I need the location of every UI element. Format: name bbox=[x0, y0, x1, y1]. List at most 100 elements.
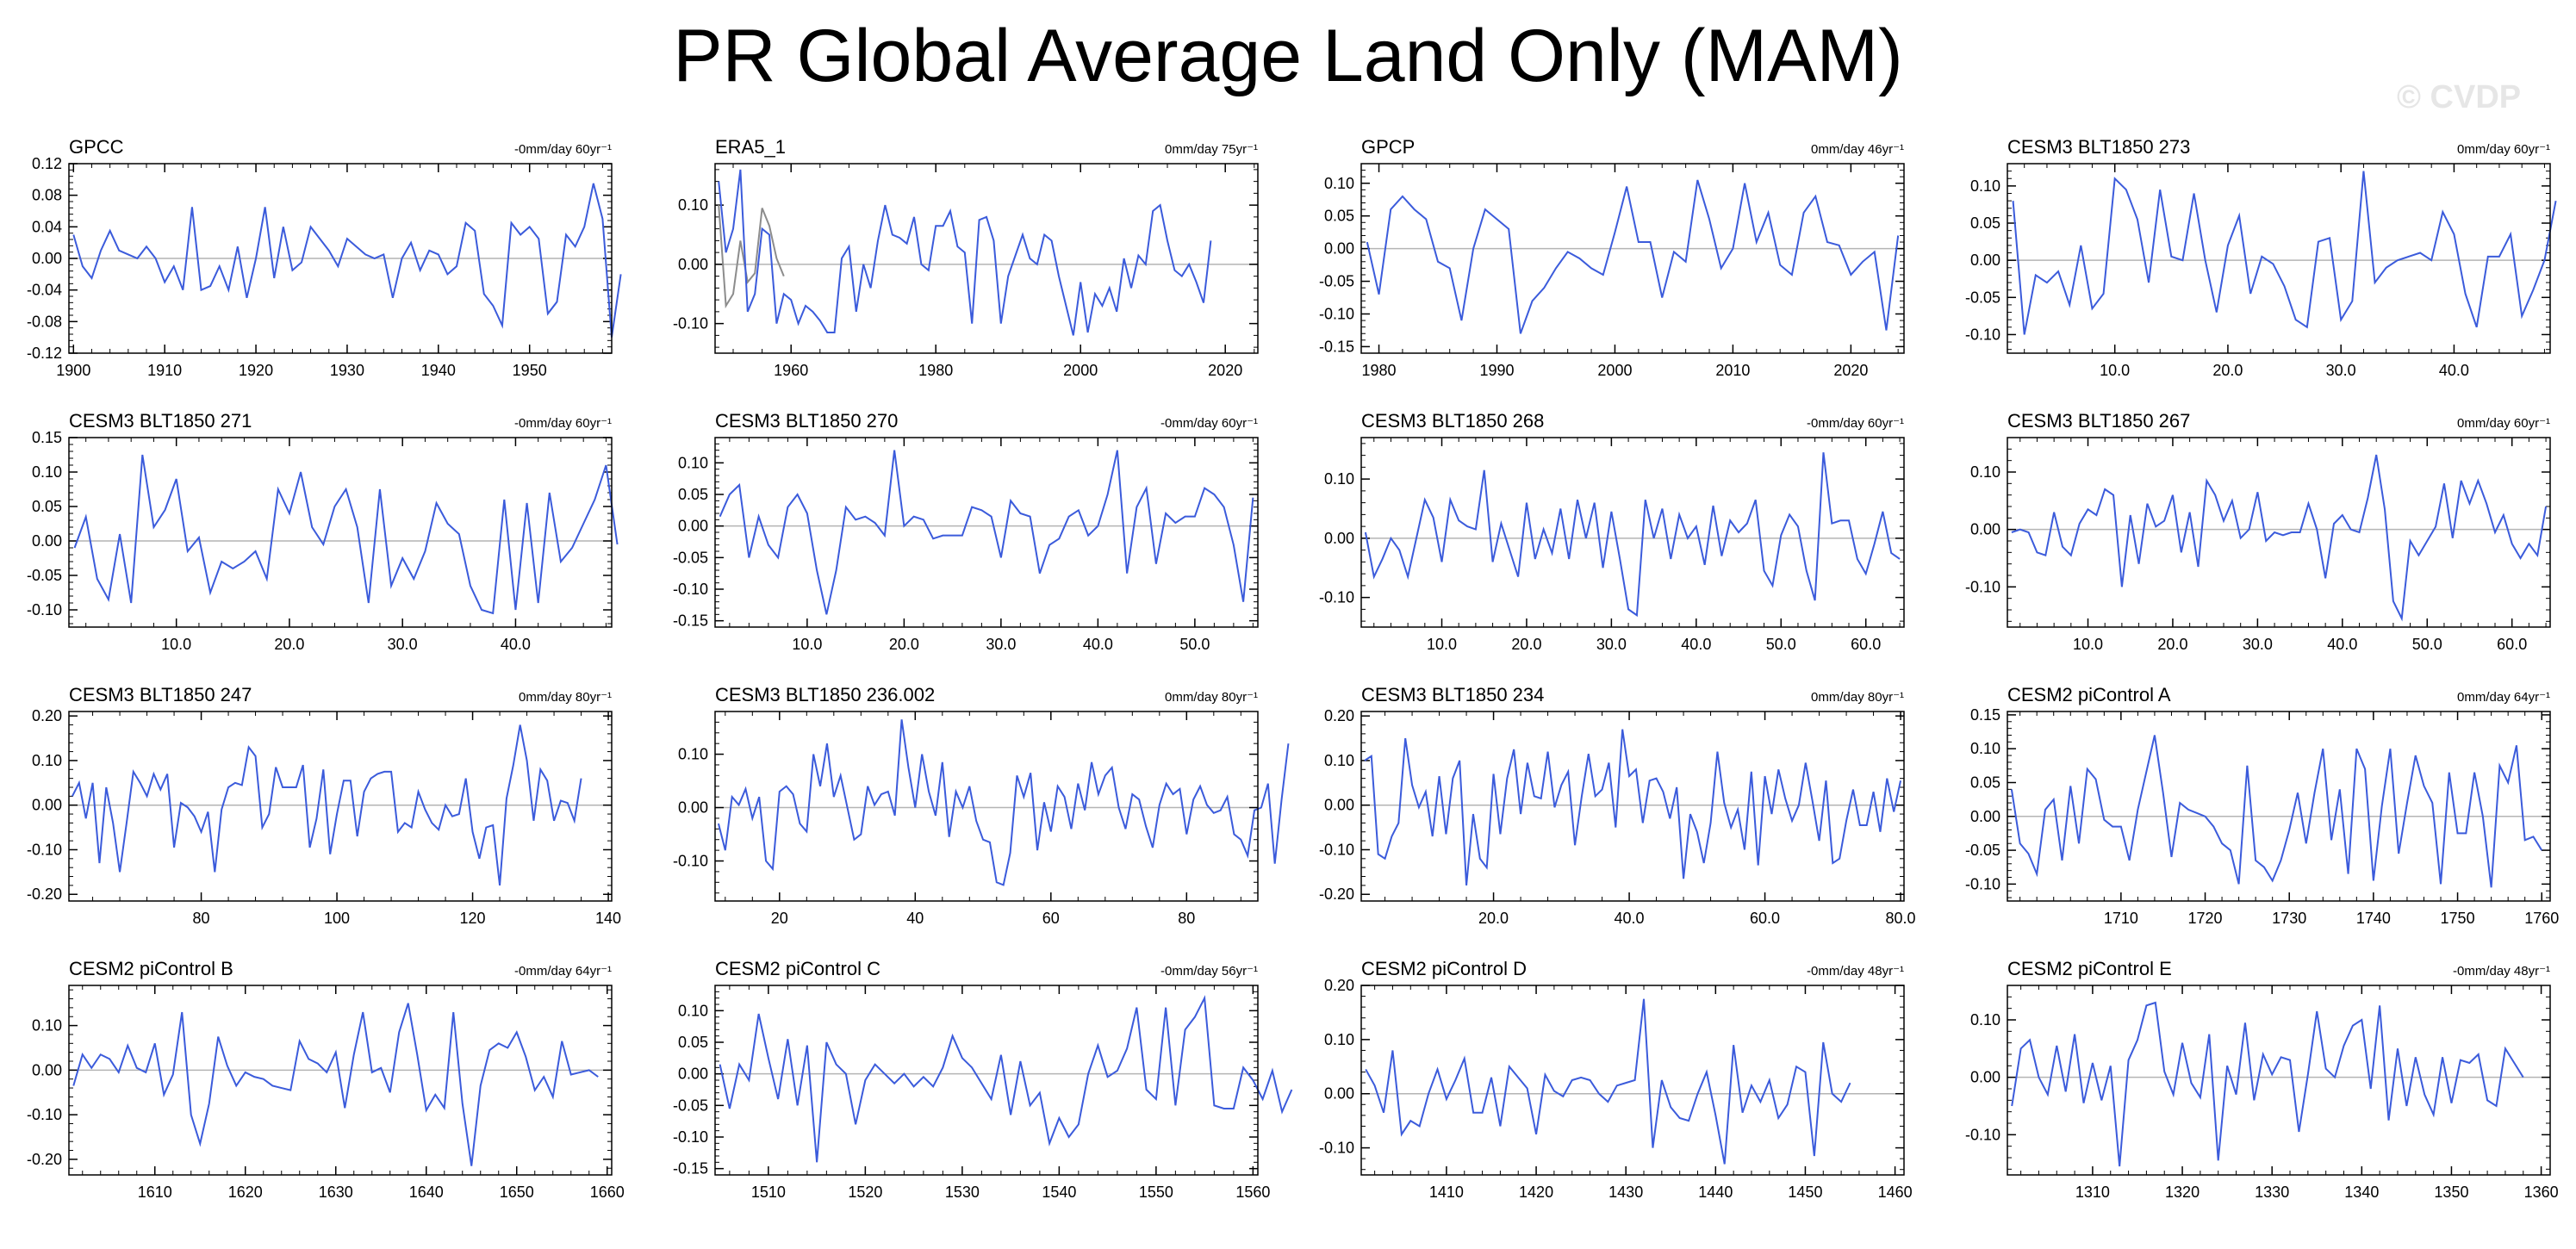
x-tick-label: 30.0 bbox=[388, 636, 418, 653]
x-tick-label: 50.0 bbox=[1179, 636, 1210, 653]
y-tick-label: -0.10 bbox=[1319, 305, 1354, 322]
timeseries-panel: CESM2 piControl B -0mm/day 64yr⁻¹ 0.10 0.00… bbox=[27, 958, 625, 1201]
x-tick-label: 1990 bbox=[1479, 362, 1514, 379]
panel-title: CESM3 BLT1850 273 bbox=[2007, 136, 2190, 158]
series-line bbox=[1366, 179, 1900, 334]
x-tick-label: 10.0 bbox=[2073, 636, 2103, 653]
y-tick-label: 0.05 bbox=[678, 486, 708, 503]
x-tick-label: 20.0 bbox=[1511, 636, 1541, 653]
y-tick-label: -0.10 bbox=[27, 601, 62, 618]
x-tick-label: 30.0 bbox=[986, 636, 1016, 653]
x-tick-label: 1520 bbox=[848, 1184, 882, 1201]
plot-frame bbox=[714, 437, 1259, 628]
x-tick-label: 1340 bbox=[2344, 1184, 2379, 1201]
x-tick-label: 20.0 bbox=[2157, 636, 2187, 653]
y-tick-label: 0.00 bbox=[678, 799, 708, 817]
panel-body: CESM2 piControl A 0mm/day 64yr⁻¹ 0.15 0.10 0… bbox=[1965, 684, 2559, 927]
timeseries-panel: CESM3 BLT1850 247 0mm/day 80yr⁻¹ 0.20 0.10 0… bbox=[27, 684, 621, 927]
y-tick-label: -0.10 bbox=[673, 853, 708, 870]
y-tick-label: -0.20 bbox=[27, 885, 62, 903]
x-tick-label: 40.0 bbox=[1083, 636, 1113, 653]
plot-frame bbox=[1360, 437, 1905, 628]
x-tick-label: 1740 bbox=[2356, 910, 2391, 927]
x-tick-label: 1900 bbox=[56, 362, 90, 379]
panel-body: CESM2 piControl D -0mm/day 48yr⁻¹ 0.20 0.10… bbox=[1319, 958, 1913, 1201]
panel-title: CESM3 BLT1850 234 bbox=[1361, 684, 1544, 705]
y-tick-label: -0.10 bbox=[27, 841, 62, 858]
x-tick-label: 1760 bbox=[2524, 910, 2559, 927]
x-tick-label: 20.0 bbox=[889, 636, 919, 653]
y-tick-label: -0.20 bbox=[27, 1151, 62, 1168]
trend-label: -0mm/day 48yr⁻¹ bbox=[2453, 964, 2550, 979]
y-tick-label: 0.15 bbox=[32, 429, 62, 446]
series-line bbox=[2011, 454, 2548, 622]
series-line-alt bbox=[718, 205, 785, 309]
trend-label: -0mm/day 48yr⁻¹ bbox=[1807, 964, 1904, 979]
series-line bbox=[72, 1003, 599, 1166]
series-line bbox=[1364, 729, 1902, 885]
y-tick-label: 0.00 bbox=[32, 1061, 62, 1078]
trend-label: -0mm/day 64yr⁻¹ bbox=[514, 964, 612, 979]
x-tick-label: 1650 bbox=[500, 1184, 534, 1201]
y-tick-label: 0.05 bbox=[1970, 214, 2000, 232]
y-tick-label: 0.10 bbox=[678, 746, 708, 763]
plot-frame bbox=[2007, 985, 2551, 1176]
plot-frame bbox=[68, 711, 613, 902]
y-tick-label: -0.10 bbox=[673, 581, 708, 598]
y-tick-label: -0.05 bbox=[1965, 289, 2000, 306]
x-tick-label: 40.0 bbox=[1615, 910, 1645, 927]
y-tick-label: 0.10 bbox=[1970, 463, 2000, 481]
y-tick-label: 0.00 bbox=[32, 250, 62, 267]
x-tick-label: 50.0 bbox=[2412, 636, 2442, 653]
x-tick-label: 1950 bbox=[513, 362, 547, 379]
x-tick-label: 10.0 bbox=[2100, 362, 2130, 379]
x-tick-label: 1430 bbox=[1608, 1184, 1643, 1201]
trend-label: 0mm/day 80yr⁻¹ bbox=[1811, 690, 1904, 705]
y-tick-label: 0.20 bbox=[1324, 707, 1354, 724]
x-tick-label: 140 bbox=[595, 910, 621, 927]
plot-frame bbox=[1360, 711, 1905, 902]
panel-title: ERA5_1 bbox=[715, 136, 786, 158]
x-tick-label: 1530 bbox=[945, 1184, 980, 1201]
trend-label: 0mm/day 46yr⁻¹ bbox=[1811, 142, 1904, 157]
panel-body: CESM2 piControl B -0mm/day 64yr⁻¹ 0.10 0.00… bbox=[27, 958, 625, 1201]
x-tick-label: 2020 bbox=[1833, 362, 1868, 379]
y-tick-label: -0.10 bbox=[673, 1128, 708, 1146]
timeseries-panel: GPCP 0mm/day 46yr⁻¹ 0.10 0.05 0.00 -0.05 -0.10… bbox=[1319, 136, 1905, 379]
y-tick-label: 0.00 bbox=[678, 256, 708, 273]
x-tick-label: 2000 bbox=[1063, 362, 1098, 379]
x-tick-label: 80.0 bbox=[1886, 910, 1916, 927]
series-line bbox=[2012, 171, 2557, 335]
plot-frame bbox=[1360, 163, 1905, 354]
panel-title: CESM3 BLT1850 268 bbox=[1361, 410, 1544, 432]
y-tick-label: 0.05 bbox=[1970, 774, 2000, 792]
y-tick-label: -0.05 bbox=[673, 1097, 708, 1114]
timeseries-panel: CESM2 piControl A 0mm/day 64yr⁻¹ 0.15 0.10 0… bbox=[1965, 684, 2559, 927]
x-tick-label: 20 bbox=[771, 910, 788, 927]
x-tick-label: 1660 bbox=[590, 1184, 625, 1201]
y-tick-label: -0.10 bbox=[1965, 578, 2000, 595]
x-tick-label: 1620 bbox=[228, 1184, 263, 1201]
y-tick-label: 0.00 bbox=[678, 1066, 708, 1083]
plot-frame bbox=[714, 985, 1259, 1176]
x-tick-label: 1420 bbox=[1519, 1184, 1553, 1201]
x-tick-label: 1310 bbox=[2075, 1184, 2110, 1201]
series-line bbox=[72, 724, 582, 885]
y-tick-label: 0.10 bbox=[1324, 470, 1354, 488]
x-tick-label: 1630 bbox=[319, 1184, 353, 1201]
panel-body: GPCP 0mm/day 46yr⁻¹ 0.10 0.05 0.00 -0.05 -0.10… bbox=[1319, 136, 1905, 379]
x-tick-label: 1930 bbox=[330, 362, 364, 379]
x-tick-label: 1730 bbox=[2272, 910, 2306, 927]
x-tick-label: 30.0 bbox=[2243, 636, 2273, 653]
x-tick-label: 30.0 bbox=[2326, 362, 2356, 379]
panel-body: CESM3 BLT1850 268 -0mm/day 60yr⁻¹ 0.10 0.00… bbox=[1319, 410, 1905, 653]
trend-label: 0mm/day 64yr⁻¹ bbox=[2457, 690, 2550, 705]
y-tick-label: -0.08 bbox=[27, 313, 62, 330]
timeseries-panel: CESM2 piControl C -0mm/day 56yr⁻¹ 0.10 0.05… bbox=[673, 958, 1293, 1201]
panel-title: CESM3 BLT1850 267 bbox=[2007, 410, 2190, 432]
y-tick-label: 0.00 bbox=[1324, 797, 1354, 814]
y-tick-label: -0.15 bbox=[1319, 338, 1354, 355]
timeseries-panel: CESM2 piControl E -0mm/day 48yr⁻¹ 0.10 0.00… bbox=[1965, 958, 2559, 1201]
y-tick-label: -0.10 bbox=[1965, 875, 2000, 892]
